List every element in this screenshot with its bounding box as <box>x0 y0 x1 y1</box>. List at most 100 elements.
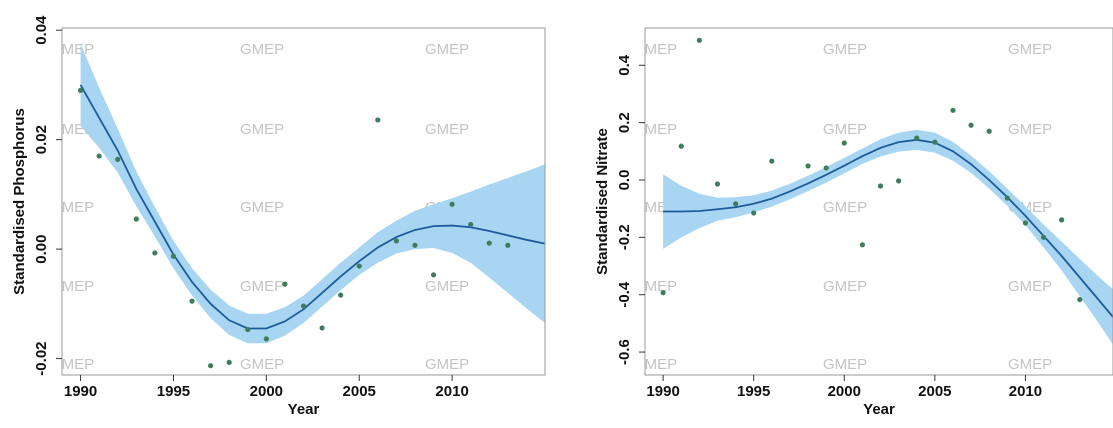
data-point <box>769 158 775 164</box>
plot-frame <box>61 27 546 376</box>
confidence-band <box>80 43 545 344</box>
plot-frame <box>644 27 1113 376</box>
data-point <box>859 242 865 248</box>
smooth-line <box>79 84 545 330</box>
data-point <box>968 122 974 128</box>
data-point <box>1059 217 1065 223</box>
data-point <box>430 272 437 278</box>
data-point <box>660 290 666 296</box>
smooth-line <box>663 138 1113 319</box>
x-tick-label: 2010 <box>1009 383 1042 400</box>
data-point <box>356 263 362 269</box>
watermark: GMEP <box>633 278 677 295</box>
watermark: GMEP <box>50 356 94 373</box>
data-point <box>375 117 381 123</box>
watermark: GMEP <box>633 121 677 138</box>
watermark: GMEP <box>823 121 867 138</box>
y-tick-label: -0.2 <box>616 224 633 250</box>
y-tick-label: 0.4 <box>616 54 633 76</box>
y-tick-label: -0.02 <box>33 341 50 375</box>
data-point <box>245 326 251 333</box>
data-point <box>950 107 956 113</box>
data-point <box>170 253 177 259</box>
data-point <box>486 240 492 246</box>
watermark: GMEP <box>240 356 284 373</box>
watermark: GMEP <box>1008 121 1052 138</box>
data-point <box>714 181 721 187</box>
watermark: GMEP <box>823 356 867 373</box>
x-tick-label: 2000 <box>250 383 283 400</box>
y-tick-label: 0.2 <box>616 112 633 133</box>
watermark: GMEP <box>823 41 867 58</box>
y-tick-label: 0.00 <box>33 235 50 264</box>
data-point <box>1040 234 1047 240</box>
data-point <box>449 201 455 207</box>
data-point <box>77 87 84 93</box>
data-point <box>468 221 474 228</box>
watermark: GMEP <box>240 121 284 138</box>
data-point <box>823 165 829 171</box>
y-tick-label: 0.04 <box>33 15 50 45</box>
watermark: GMEP <box>425 121 469 138</box>
data-point <box>986 128 992 134</box>
data-point <box>696 37 702 43</box>
data-point <box>932 139 938 145</box>
data-point <box>226 359 232 366</box>
watermark: GMEP <box>1008 356 1052 373</box>
data-point <box>282 281 288 287</box>
data-point <box>133 216 139 222</box>
watermark: GMEP <box>240 41 284 58</box>
watermark: GMEP <box>823 278 867 295</box>
data-point <box>505 242 511 248</box>
watermark: GMEP <box>1008 278 1052 295</box>
data-point <box>678 143 684 149</box>
watermark: GMEP <box>425 41 469 58</box>
data-point <box>732 201 739 207</box>
x-axis-label: Year <box>288 401 320 418</box>
watermark: GMEP <box>633 41 677 58</box>
data-point <box>208 363 214 369</box>
plot-area: GMEP GMEP GMEP GMEP GMEP GMEP GMEP GMEP GMEP GMEP… <box>633 37 1113 373</box>
y-tick-label: -0.6 <box>616 339 633 365</box>
watermark: GMEP <box>425 356 469 373</box>
data-point <box>338 292 344 298</box>
x-tick-label: 1990 <box>646 383 679 400</box>
y-tick-label: -0.4 <box>616 281 633 308</box>
confidence-band <box>663 129 1113 345</box>
y-axis-label: Standardised Nitrate <box>594 128 611 275</box>
watermark: GMEP <box>240 278 284 295</box>
x-tick-label: 2005 <box>918 383 951 400</box>
y-axis-label: Standardised Phosphorus <box>11 108 28 295</box>
data-point <box>412 242 418 248</box>
x-tick-label: 1995 <box>157 383 190 400</box>
watermark: GMEP <box>240 199 284 216</box>
watermark: GMEP <box>50 41 94 58</box>
watermark: GMEP <box>823 199 867 216</box>
data-point <box>914 135 920 141</box>
x-tick-label: 2010 <box>435 383 468 400</box>
watermark: GMEP <box>50 278 94 295</box>
data-point <box>1077 296 1083 303</box>
data-point <box>300 303 307 309</box>
watermark: GMEP <box>50 199 94 216</box>
data-point <box>263 336 269 342</box>
watermark: GMEP <box>633 356 677 373</box>
data-point <box>115 156 121 162</box>
data-point <box>189 298 195 304</box>
watermark: GMEP <box>425 278 469 295</box>
data-point <box>96 153 102 159</box>
data-point <box>1022 220 1029 226</box>
data-point <box>841 140 847 146</box>
plot-area: GMEP GMEP GMEP GMEP GMEP GMEP GMEP GMEP GMEP GMEP… <box>50 41 545 373</box>
y-tick-label: 0.02 <box>33 125 50 154</box>
data-point <box>896 178 902 184</box>
y-tick-label: 0.0 <box>616 170 633 191</box>
data-point <box>877 183 884 189</box>
data-point <box>1004 195 1010 201</box>
data-point <box>805 163 811 169</box>
x-tick-label: 1990 <box>64 383 97 400</box>
x-tick-label: 1995 <box>737 383 770 400</box>
data-point <box>152 250 158 256</box>
x-axis-label: Year <box>863 401 895 418</box>
